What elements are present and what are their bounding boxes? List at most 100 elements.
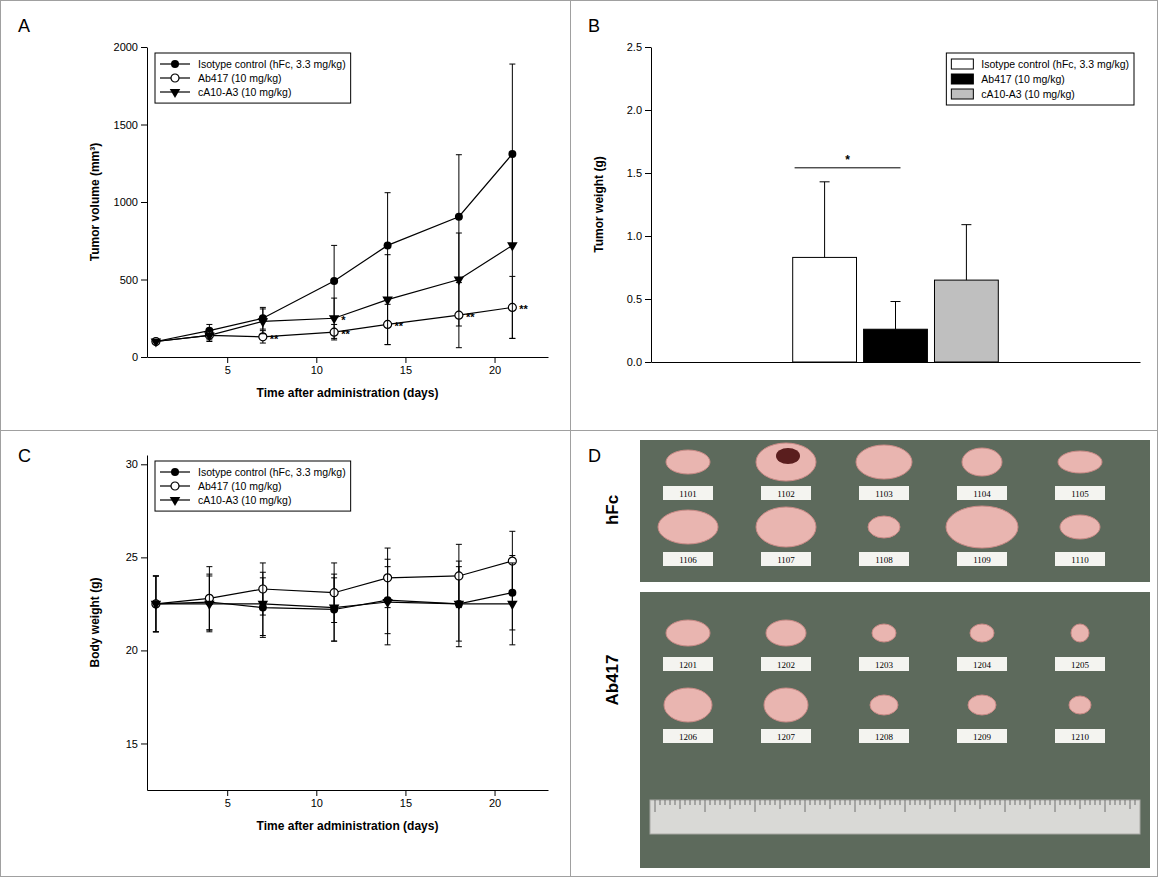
axis-line (148, 790, 549, 791)
tick-label: 2.5 (627, 41, 642, 53)
specimen-label: 1105 (1071, 489, 1089, 499)
ruler-tick (1125, 800, 1126, 805)
tumor (666, 450, 710, 474)
ruler-tick (1000, 800, 1001, 805)
axis-line (147, 48, 148, 358)
ruler (650, 800, 1140, 834)
axis-line (652, 362, 1141, 363)
legend-label: Ab417 (10 mg/kg) (981, 73, 1064, 85)
tick-label: 25 (126, 551, 138, 563)
comparison-line (795, 167, 901, 168)
tick-mark (141, 557, 147, 558)
label-card (663, 729, 713, 743)
ruler-tick (730, 800, 731, 809)
legend-item: Ab417 (10 mg/kg) (160, 72, 281, 84)
ruler-tick (800, 800, 801, 805)
tick: 15 (400, 357, 412, 376)
photo-background (640, 592, 1150, 868)
tick-mark (316, 790, 317, 796)
significance-label: ** (466, 311, 475, 323)
tick-label: 15 (400, 797, 412, 809)
ruler-tick (710, 800, 711, 805)
ruler-tick (910, 800, 911, 805)
tick-label: 2000 (114, 41, 138, 53)
ruler-tick (820, 800, 821, 805)
label-card (761, 729, 811, 743)
panel-label: C (18, 446, 31, 466)
ruler-tick (775, 800, 776, 805)
plot-marks (151, 531, 518, 646)
label-card (761, 486, 811, 500)
ruler-tick (1035, 800, 1036, 805)
tick-label: 0.0 (627, 356, 642, 368)
frame-border (1, 1, 1158, 877)
tick: 20 (489, 790, 501, 809)
axis: 0.00.51.01.52.02.5 (627, 41, 652, 368)
photo-background (640, 440, 1150, 582)
legend-marker (170, 497, 181, 506)
tick: 0.0 (627, 356, 651, 368)
tick: 0 (132, 351, 147, 363)
y-axis-title: Tumor weight (g) (592, 156, 606, 252)
specimen-label: 1104 (973, 489, 991, 499)
ruler-tick (860, 800, 861, 805)
data-point (454, 601, 465, 610)
ruler-tick (655, 800, 656, 812)
specimen-label: 1203 (875, 660, 894, 670)
tumor (946, 506, 1018, 548)
label-card (1055, 486, 1105, 500)
ruler-tick (915, 800, 916, 805)
ruler-tick (930, 800, 931, 809)
series-line (156, 154, 512, 342)
legend-marker (171, 482, 179, 490)
ruler-ticks (655, 800, 1135, 812)
ruler-tick (965, 800, 966, 805)
specimen-photo: hFc1101110211031104110511061107110811091… (603, 440, 1150, 868)
label-card (761, 657, 811, 671)
ruler-tick (940, 800, 941, 805)
ruler-tick (670, 800, 671, 805)
tick: 2000 (114, 41, 147, 53)
ruler-tick (1100, 800, 1101, 805)
legend-label: cA10-A3 (10 mg/kg) (198, 86, 291, 98)
ruler-tick (770, 800, 771, 805)
tick-label: 10 (311, 797, 323, 809)
specimen-label: 1210 (1071, 732, 1090, 742)
data-point (204, 601, 215, 610)
tick-mark (141, 125, 147, 126)
frame-divider (0, 430, 1158, 431)
tumor (666, 620, 710, 646)
tick-mark (405, 357, 406, 363)
tick-label: 1500 (114, 119, 138, 131)
tumor (868, 516, 900, 538)
data-point (330, 277, 338, 285)
significance-label: ** (395, 320, 404, 332)
label-card (663, 552, 713, 566)
data-point (329, 605, 340, 614)
legend-item: Isotype control (hFc, 3.3 mg/kg) (160, 58, 346, 70)
legend-swatch (951, 89, 973, 99)
tick-mark (141, 202, 147, 203)
group-label: hFc (603, 495, 622, 525)
tick-mark (645, 299, 651, 300)
ruler-tick (1030, 800, 1031, 809)
tumor (664, 688, 712, 722)
ruler-tick (720, 800, 721, 805)
tick: 0.5 (627, 293, 651, 305)
significance-label: * (845, 153, 850, 167)
ruler-tick (695, 800, 696, 805)
legend-box (155, 53, 351, 103)
data-point (258, 601, 269, 610)
ruler-tick (895, 800, 896, 805)
tick-label: 20 (126, 644, 138, 656)
label-card (859, 552, 909, 566)
label-card (761, 552, 811, 566)
ruler-tick (1135, 800, 1136, 805)
legend-label: Ab417 (10 mg/kg) (198, 480, 281, 492)
tick-mark (495, 790, 496, 796)
ruler-tick (960, 800, 961, 805)
tumor (1058, 451, 1102, 473)
tumor (756, 443, 816, 481)
tick-label: 500 (120, 274, 138, 286)
ruler-tick (1010, 800, 1011, 805)
